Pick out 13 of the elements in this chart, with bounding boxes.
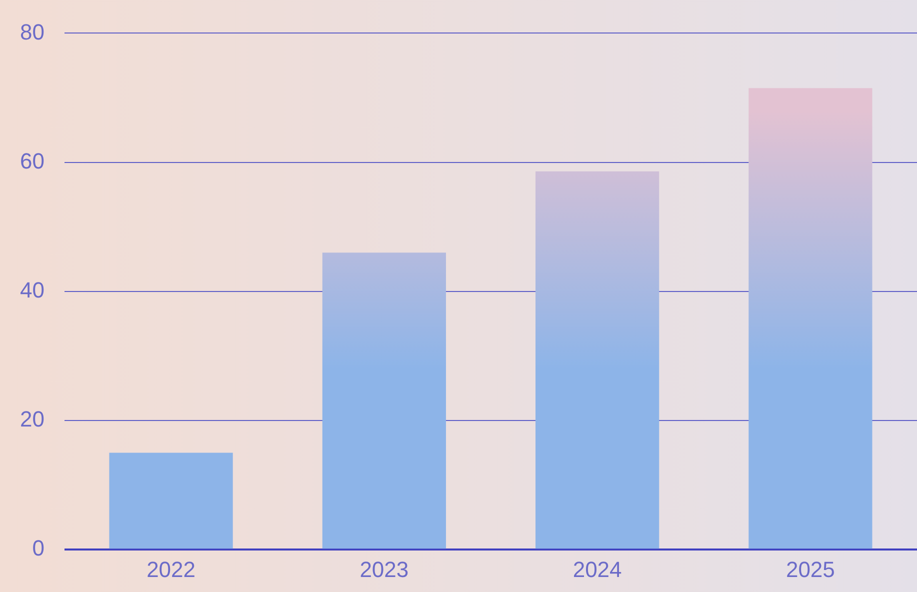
bar <box>109 452 233 549</box>
x-tick-label: 2022 <box>146 556 196 582</box>
y-tick-label: 60 <box>20 148 44 174</box>
x-tick-label: 2024 <box>572 556 622 582</box>
y-tick-label: 40 <box>20 277 44 302</box>
x-tick-label: 2025 <box>786 556 835 582</box>
x-tick-label: 2023 <box>360 556 409 582</box>
y-tick-label: 20 <box>20 406 44 432</box>
bar <box>535 171 660 549</box>
y-tick-label: 80 <box>20 19 44 44</box>
y-tick-label: 0 <box>32 536 44 561</box>
bar <box>748 88 872 549</box>
bar <box>322 252 446 549</box>
